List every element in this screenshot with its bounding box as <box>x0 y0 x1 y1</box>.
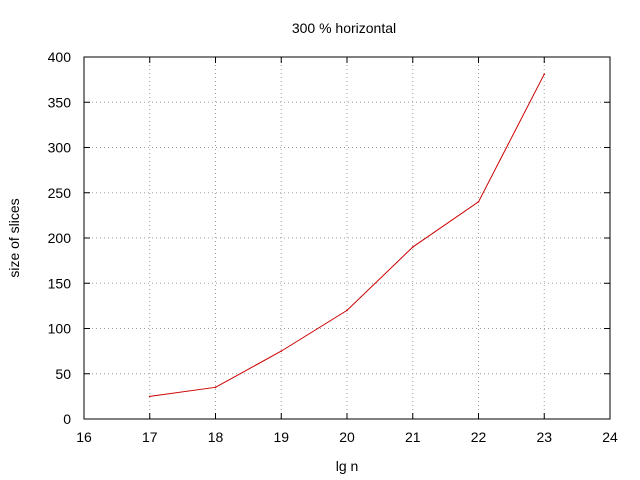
data-point <box>411 246 414 248</box>
series-layer <box>148 73 546 398</box>
axis-ticks: 16 17 18 19 20 21 22 23 24 0 50 100 150 200 250 300 350 4… <box>48 49 618 445</box>
grid <box>84 57 610 419</box>
y-tick-label: 400 <box>48 49 72 65</box>
x-tick-label: 20 <box>339 429 355 445</box>
y-tick-label: 0 <box>63 411 71 427</box>
x-tick-label: 24 <box>602 429 618 445</box>
y-axis-label: size of slices <box>6 198 22 277</box>
x-axis-label: lg n <box>336 458 359 474</box>
y-tick-label: 50 <box>55 366 71 382</box>
x-tick-label: 19 <box>273 429 289 445</box>
data-point <box>148 395 151 398</box>
y-tick-label: 200 <box>48 230 72 246</box>
y-tick-label: 100 <box>48 321 72 337</box>
x-tick-label: 22 <box>471 429 487 445</box>
data-point <box>346 309 348 312</box>
series-line <box>149 73 545 397</box>
x-tick-label: 23 <box>536 429 552 445</box>
y-tick-label: 250 <box>48 185 72 201</box>
x-tick-label: 16 <box>76 429 92 445</box>
data-point <box>477 201 480 203</box>
y-tick-label: 350 <box>48 94 72 110</box>
y-tick-label: 150 <box>48 275 72 291</box>
data-point <box>214 386 217 389</box>
x-tick-label: 21 <box>405 429 421 445</box>
data-point <box>543 73 546 75</box>
data-point <box>280 350 283 352</box>
x-tick-label: 18 <box>208 429 224 445</box>
y-tick-label: 300 <box>48 140 72 156</box>
chart-title: 300 % horizontal <box>292 20 396 36</box>
x-tick-label: 17 <box>142 429 158 445</box>
